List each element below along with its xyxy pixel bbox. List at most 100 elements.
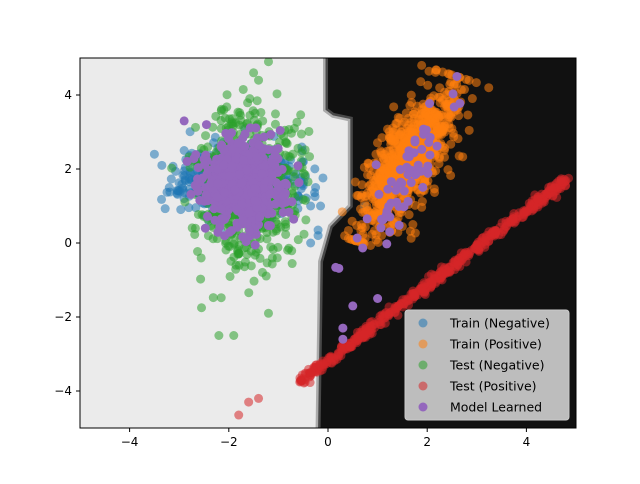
point-test-positive [345,342,355,352]
point-train-positive [393,142,403,152]
legend-marker [418,402,428,412]
point-model-learned [225,227,235,237]
point-model-learned [394,220,404,230]
point-test-negative [231,260,241,270]
point-train-positive [350,177,360,187]
point-train-positive [417,202,427,212]
point-test-positive [404,300,414,310]
point-model-learned [386,177,396,187]
point-test-negative [167,163,177,173]
point-test-negative [254,75,264,85]
point-test-negative [219,105,229,115]
point-test-positive [443,267,453,277]
point-model-learned [282,180,292,190]
point-test-negative [266,242,276,252]
point-model-learned [217,204,227,214]
point-train-positive [384,127,394,137]
point-model-learned [352,233,362,243]
point-model-learned [374,189,384,199]
point-model-learned [399,186,409,196]
point-model-learned [376,223,386,233]
point-model-learned [338,334,348,344]
point-model-learned [417,144,427,154]
point-train-positive [444,69,454,79]
point-model-learned [391,185,401,195]
point-test-positive [375,311,385,321]
y-tick-label: 2 [64,162,72,176]
point-test-positive [254,393,264,403]
point-test-negative [301,215,311,225]
point-train-positive [353,190,363,200]
y-tick-label: −2 [54,310,72,324]
point-train-positive [416,77,426,87]
point-model-learned [200,223,210,233]
point-train-negative [176,205,186,215]
point-test-positive [472,240,482,250]
point-model-learned [250,183,260,193]
point-test-negative [263,308,273,318]
point-train-positive [389,102,399,112]
point-test-negative [303,177,313,187]
points-layer [149,58,574,420]
point-train-positive [371,235,381,245]
point-model-learned [284,207,294,217]
point-model-learned [403,196,413,206]
y-tick-label: 4 [64,88,72,102]
point-model-learned [238,232,248,242]
point-test-negative [252,96,262,106]
point-train-positive [356,220,366,230]
point-test-negative [261,271,271,281]
legend-label: Train (Positive) [449,337,542,352]
point-model-learned [245,226,255,236]
legend-marker [418,339,428,349]
point-model-learned [212,164,222,174]
point-model-learned [219,215,229,225]
point-model-learned [233,138,243,148]
point-test-positive [512,214,522,224]
point-test-negative [282,139,292,149]
point-model-learned [191,150,201,160]
point-model-learned [406,178,416,188]
point-train-positive [393,227,403,237]
point-model-learned [265,189,275,199]
point-train-positive [406,233,416,243]
point-test-positive [501,216,511,226]
point-test-negative [300,145,310,155]
point-train-negative [306,201,316,211]
point-model-learned [192,182,202,192]
point-train-positive [464,125,474,135]
point-test-positive [385,307,395,317]
point-train-positive [412,101,422,111]
point-model-learned [200,160,210,170]
point-test-positive [420,279,430,289]
point-test-negative [216,293,226,303]
point-train-positive [340,231,350,241]
point-test-negative [267,259,277,269]
point-model-learned [268,170,278,180]
point-model-learned [234,170,244,180]
point-model-learned [238,155,248,165]
point-test-negative [201,131,211,141]
series-model-learned [179,72,465,344]
point-train-positive [379,153,389,163]
point-test-negative [227,114,237,124]
point-test-positive [548,191,558,201]
point-model-learned [266,130,276,140]
legend-marker [418,318,428,328]
point-model-learned [338,323,348,333]
point-model-learned [240,141,250,151]
point-test-negative [246,261,256,271]
point-model-learned [224,171,234,181]
point-test-negative [305,152,315,162]
point-model-learned [259,162,269,172]
point-test-positive [564,173,574,183]
point-model-learned [232,204,242,214]
point-test-negative [249,68,259,78]
x-tick-label: 4 [523,435,531,449]
point-test-negative [287,259,297,269]
point-test-negative [243,98,253,108]
point-model-learned [237,178,247,188]
point-train-positive [471,78,481,88]
point-test-negative [284,243,294,253]
